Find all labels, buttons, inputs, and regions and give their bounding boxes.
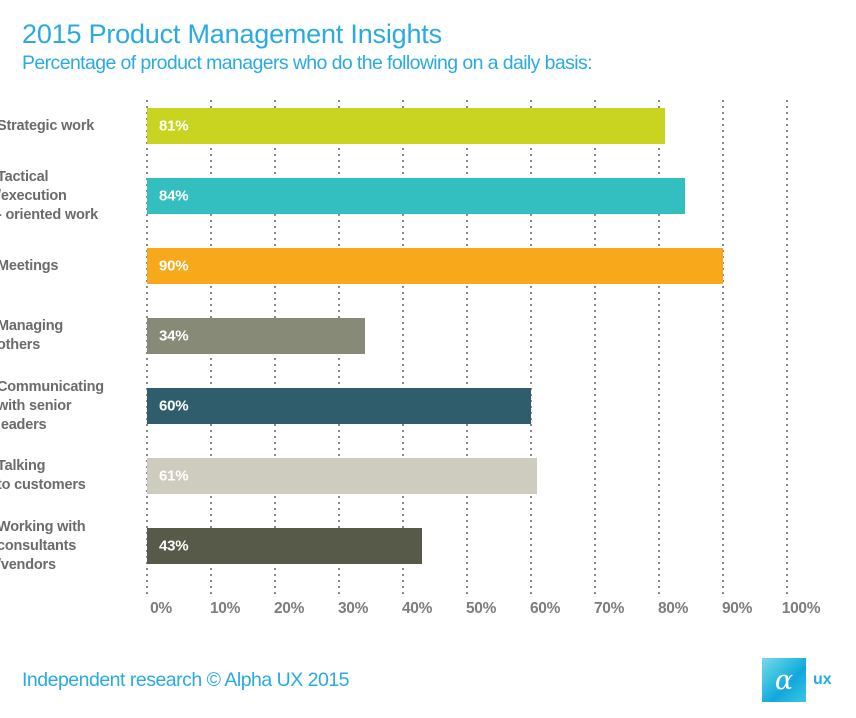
chart-row: Talking to customers 61% bbox=[0, 458, 856, 494]
x-axis-tick-label: 60% bbox=[529, 600, 561, 617]
x-axis-tick-label: 70% bbox=[593, 600, 625, 617]
chart-bar[interactable]: 81% bbox=[147, 108, 666, 144]
x-axis-tick-label: 100% bbox=[781, 600, 821, 617]
chart-row: Meetings 90% bbox=[0, 248, 856, 284]
chart-row: Working with consultants /vendors 43% bbox=[0, 519, 856, 573]
bar-category-label: Strategic work bbox=[0, 117, 95, 134]
chart-plot-area: Strategic work 81% Tactical /execution - o… bbox=[0, 100, 856, 595]
bar-category-label: Tactical /execution - oriented work bbox=[0, 168, 98, 223]
logo-wordmark: ux bbox=[813, 671, 832, 688]
chart-footer: Independent research © Alpha UX 2015 α u… bbox=[22, 658, 834, 708]
x-axis-tick-label: 50% bbox=[465, 600, 497, 617]
bar-value-label: 34% bbox=[159, 327, 189, 345]
chart-row: Communicating with senior leaders 60% bbox=[0, 379, 856, 433]
chart-bar[interactable]: 90% bbox=[147, 248, 723, 284]
chart-row: Tactical /execution - oriented work 84% bbox=[0, 169, 856, 223]
bar-category-label: Meetings bbox=[0, 257, 59, 274]
x-axis-tick-label: 80% bbox=[657, 600, 689, 617]
bar-value-label: 43% bbox=[159, 537, 189, 555]
footer-credit: Independent research © Alpha UX 2015 bbox=[22, 669, 350, 691]
chart-bar[interactable]: 84% bbox=[147, 178, 685, 214]
x-axis-tick-label: 0% bbox=[150, 600, 172, 617]
chart-x-axis: 0% 10% 20% 30% 40% 50% 60% 70% 80% 90% 100% bbox=[0, 600, 856, 626]
bar-value-label: 90% bbox=[159, 257, 189, 275]
chart-bar[interactable]: 43% bbox=[147, 528, 423, 564]
bar-value-label: 60% bbox=[159, 397, 189, 415]
chart-header: 2015 Product Management Insights Percent… bbox=[22, 18, 832, 75]
chart-bar[interactable]: 60% bbox=[147, 388, 531, 424]
x-axis-tick-label: 20% bbox=[273, 600, 305, 617]
alpha-ux-logo: α ux bbox=[762, 658, 854, 704]
chart-bar-rows: Strategic work 81% Tactical /execution - o… bbox=[0, 100, 856, 595]
bar-category-label: Communicating with senior leaders bbox=[0, 378, 104, 433]
x-axis-tick-label: 10% bbox=[209, 600, 241, 617]
alpha-glyph-icon: α bbox=[774, 664, 794, 696]
x-axis-tick-label: 40% bbox=[401, 600, 433, 617]
logo-mark-icon: α bbox=[762, 658, 806, 702]
chart-row: Strategic work 81% bbox=[0, 108, 856, 144]
bar-value-label: 61% bbox=[159, 467, 189, 485]
bar-value-label: 84% bbox=[159, 187, 189, 205]
bar-category-label: Managing others bbox=[0, 318, 64, 353]
bar-category-label: Working with consultants /vendors bbox=[0, 518, 86, 573]
page-title: 2015 Product Management Insights bbox=[22, 19, 442, 49]
x-axis-tick-label: 90% bbox=[721, 600, 753, 617]
bar-value-label: 81% bbox=[159, 117, 189, 135]
bar-category-label: Talking to customers bbox=[0, 458, 86, 493]
chart-bar[interactable]: 61% bbox=[147, 458, 538, 494]
chart-bar[interactable]: 34% bbox=[147, 318, 365, 354]
chart-row: Managing others 34% bbox=[0, 318, 856, 354]
chart-subtitle: Percentage of product managers who do th… bbox=[22, 52, 593, 74]
x-axis-tick-label: 30% bbox=[337, 600, 369, 617]
